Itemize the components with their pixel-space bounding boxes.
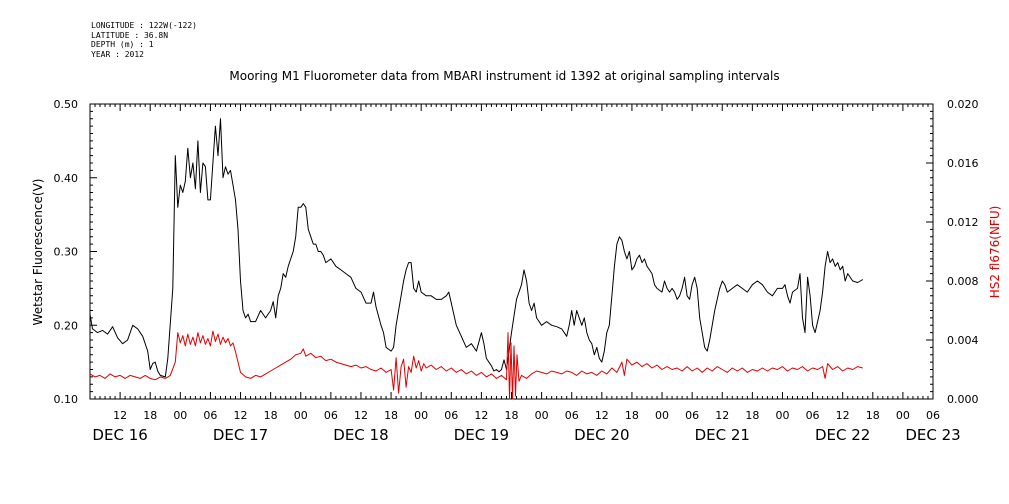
- x-day-label: DEC 18: [333, 426, 388, 444]
- y2-tick-label: 0.020: [947, 98, 979, 111]
- x-tick-label: 06: [926, 409, 940, 422]
- x-tick-label: 00: [896, 409, 910, 422]
- x-tick-label: 18: [505, 409, 519, 422]
- y-tick-label: 0.30: [54, 246, 79, 259]
- year-label: YEAR : 2012: [91, 49, 144, 59]
- x-tick-label: 18: [143, 409, 157, 422]
- y-tick-label: 0.20: [54, 319, 79, 332]
- y2-tick-label: 0.016: [947, 157, 979, 170]
- y2-tick-label: 0.000: [947, 393, 979, 406]
- chart-title: Mooring M1 Fluorometer data from MBARI i…: [229, 69, 780, 83]
- x-tick-label: 18: [745, 409, 759, 422]
- x-tick-label: 12: [354, 409, 368, 422]
- x-tick-label: 06: [203, 409, 217, 422]
- y-tick-label: 0.40: [54, 172, 79, 185]
- x-tick-label: 12: [474, 409, 488, 422]
- y-tick-label: 0.50: [54, 98, 79, 111]
- x-day-label: DEC 22: [815, 426, 870, 444]
- x-tick-label: 18: [866, 409, 880, 422]
- x-tick-label: 06: [806, 409, 820, 422]
- y-axis-label: Wetstar Fluorescence(V): [31, 179, 45, 326]
- y2-tick-label: 0.004: [947, 334, 979, 347]
- y-tick-label: 0.10: [54, 393, 79, 406]
- depth-label: DEPTH (m) : 1: [91, 40, 154, 49]
- y2-axis-label: HS2 fl676(NFU): [988, 206, 1002, 299]
- x-day-label: DEC 19: [454, 426, 509, 444]
- longitude-label: LONGITUDE : 122W(-122): [91, 21, 197, 30]
- x-day-label: DEC 17: [213, 426, 268, 444]
- x-tick-label: 06: [324, 409, 338, 422]
- x-tick-label: 12: [595, 409, 609, 422]
- x-tick-label: 18: [625, 409, 639, 422]
- x-tick-label: 12: [234, 409, 248, 422]
- series-layer: [89, 118, 864, 400]
- time-axis: 12 18 00 06 12 18 00 06 12 18 00 06 12 18 00 06 12 18 00 06…: [89, 104, 961, 444]
- right-axis: 0.000 0.004 0.008 0.012 0.016 0.020: [926, 98, 979, 406]
- x-tick-label: 06: [685, 409, 699, 422]
- x-tick-label: 18: [264, 409, 278, 422]
- latitude-label: LATITUDE : 36.8N: [91, 30, 169, 40]
- x-tick-label: 00: [535, 409, 549, 422]
- x-tick-label: 00: [173, 409, 187, 422]
- x-tick-label: 06: [444, 409, 458, 422]
- x-tick-label: 12: [113, 409, 127, 422]
- x-tick-label: 12: [836, 409, 850, 422]
- x-tick-label: 12: [715, 409, 729, 422]
- x-day-label: DEC 21: [695, 426, 750, 444]
- y2-tick-label: 0.008: [947, 275, 979, 288]
- y2-tick-label: 0.012: [947, 216, 979, 229]
- x-day-label: DEC 23: [905, 426, 960, 444]
- x-tick-label: 00: [414, 409, 428, 422]
- x-tick-label: 00: [655, 409, 669, 422]
- metadata-block: LONGITUDE : 122W(-122) LATITUDE : 36.8N …: [91, 21, 197, 59]
- x-day-label: DEC 20: [574, 426, 629, 444]
- x-tick-label: 06: [565, 409, 579, 422]
- x-day-label: DEC 16: [92, 426, 147, 444]
- left-axis: 0.10 0.20 0.30 0.40 0.50: [54, 98, 97, 406]
- x-tick-label: 00: [294, 409, 308, 422]
- fl676-series-line: [89, 330, 863, 400]
- x-tick-label: 18: [384, 409, 398, 422]
- x-tick-label: 00: [775, 409, 789, 422]
- wetstar-series-line: [89, 118, 864, 378]
